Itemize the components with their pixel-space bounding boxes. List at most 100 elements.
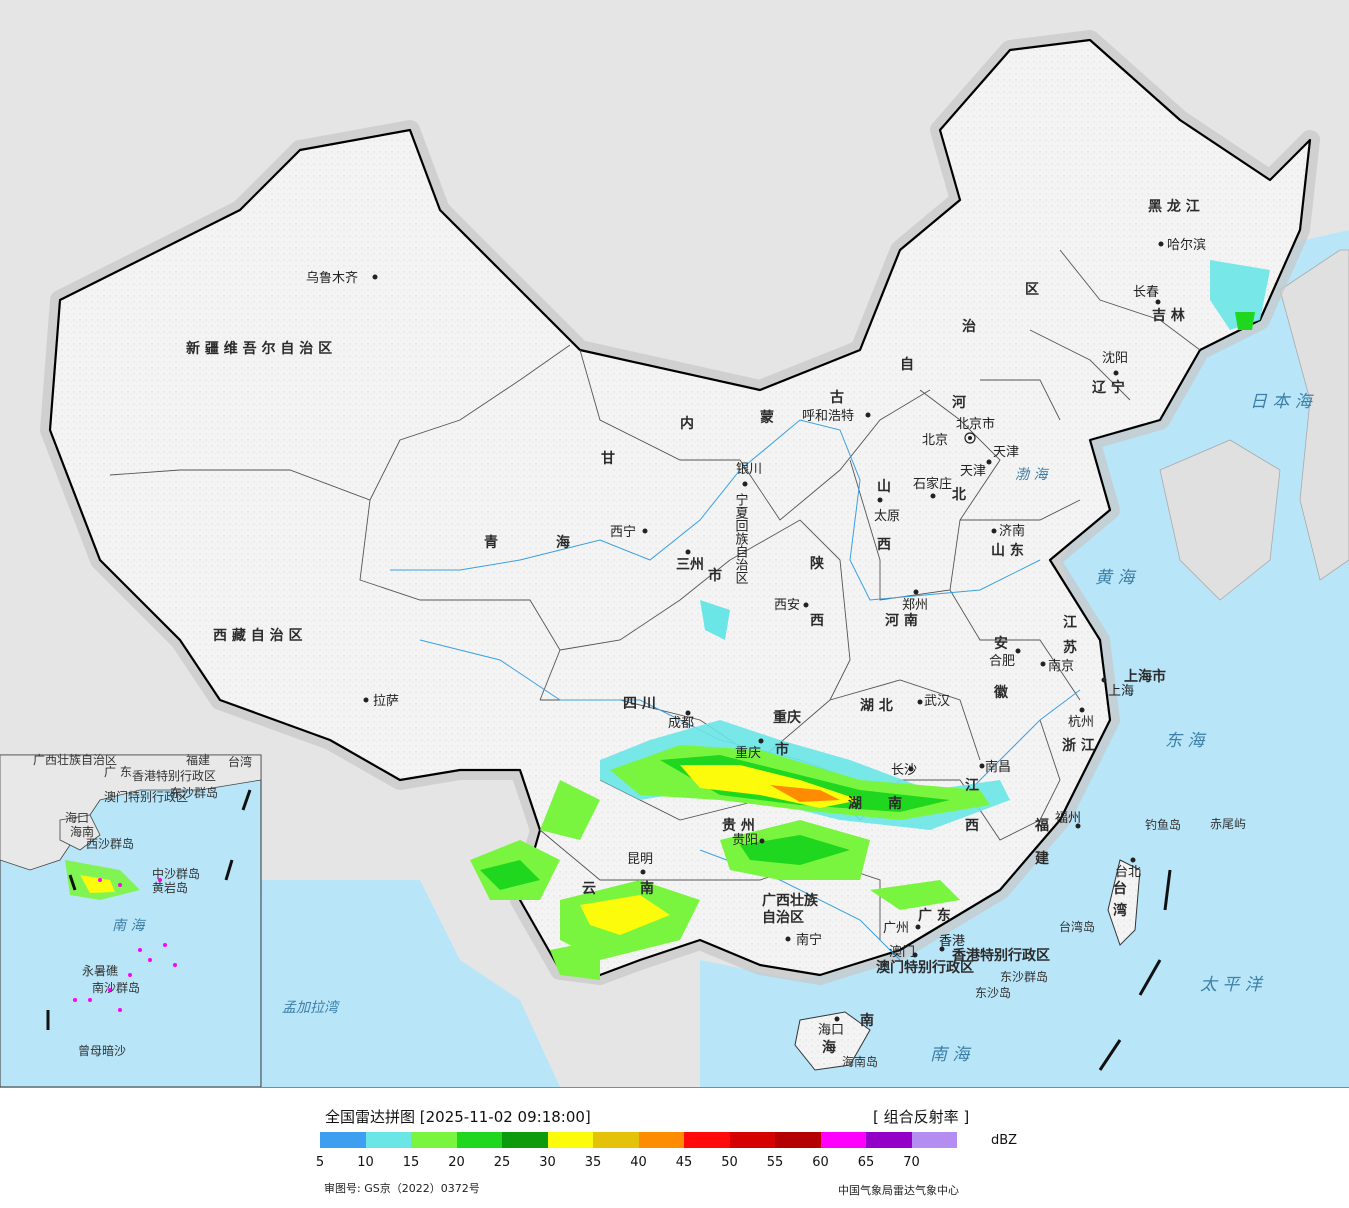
label-shanghai: 上海市 bbox=[1124, 668, 1166, 685]
city-beijing: 北京 bbox=[922, 433, 948, 448]
legend-ticks: 5 10 15 20 25 30 35 40 45 50 55 60 65 70 bbox=[310, 1155, 1010, 1173]
legend-tick-label: 55 bbox=[766, 1155, 784, 1170]
label-hunan-1: 湖 bbox=[848, 796, 862, 812]
label-tianjin-city: 天津 bbox=[993, 445, 1019, 460]
city-markers: 乌鲁木齐 拉萨 西宁 银川 呼和浩特 北京 天津 石家庄 太原 济南 郑州 西安… bbox=[306, 237, 1206, 1038]
legend-swatch bbox=[547, 1132, 593, 1148]
city-shanghai: 上海 bbox=[1108, 684, 1134, 699]
inset-hk: 香港特别行政区 bbox=[132, 768, 216, 783]
label-hebei-1: 河 bbox=[952, 394, 966, 411]
inset-xisha: 西沙群岛 bbox=[86, 836, 134, 851]
legend-color-bar bbox=[320, 1132, 957, 1148]
label-hainan-1: 海 bbox=[822, 1039, 836, 1056]
legend-swatch bbox=[638, 1132, 684, 1148]
label-qinghai-2: 海 bbox=[556, 534, 570, 551]
legend-tick-label: 45 bbox=[675, 1155, 693, 1170]
legend-tick-label: 60 bbox=[812, 1155, 829, 1170]
label-yunnan-2: 南 bbox=[640, 880, 654, 897]
city-yinchuan: 银川 bbox=[736, 462, 762, 477]
approval-number: 审图号: GS京（2022）0372号 bbox=[324, 1182, 480, 1195]
legend-swatch bbox=[456, 1132, 502, 1148]
city-harbin: 哈尔滨 bbox=[1167, 237, 1206, 253]
island-labels: 钓鱼岛 赤尾屿 台湾岛 东沙群岛 东沙岛 海南岛 bbox=[842, 817, 1246, 1069]
city-nanchang: 南昌 bbox=[985, 759, 1011, 775]
city-changchun: 长春 bbox=[1133, 285, 1159, 300]
china-land bbox=[48, 38, 1312, 977]
label-jiangsu-1: 江 bbox=[1063, 614, 1077, 631]
inset-guangxi: 广西壮族自治区 bbox=[33, 753, 117, 767]
maritime-dash-lines bbox=[1098, 869, 1172, 1071]
city-macau: 澳门 bbox=[889, 944, 915, 960]
sea-labels: 日 本 海 渤 海 黄 海 东 海 太 平 洋 南 海 孟加拉湾 bbox=[282, 392, 1315, 1065]
label-heilongjiang: 黑 龙 江 bbox=[1148, 198, 1200, 215]
city-shenyang: 沈阳 bbox=[1102, 351, 1128, 366]
sea-yellow: 黄 海 bbox=[1095, 568, 1137, 588]
city-fuzhou: 福州 bbox=[1055, 811, 1081, 826]
label-taiwan-1: 台 bbox=[1113, 880, 1127, 897]
legend-product: [ 组合反射率 ] bbox=[873, 1108, 970, 1126]
legend-swatch bbox=[729, 1132, 775, 1148]
sea-bohai: 渤 海 bbox=[1015, 467, 1049, 483]
inset-dongsha: 东沙群岛 bbox=[170, 785, 218, 800]
legend-tick-label: 30 bbox=[539, 1155, 556, 1170]
legend-swatch bbox=[866, 1132, 912, 1148]
label-liaoning: 辽 宁 bbox=[1092, 379, 1125, 396]
label-gansu: 甘 bbox=[601, 450, 615, 467]
taiwan-island bbox=[1107, 859, 1141, 946]
label-henan: 河 南 bbox=[885, 612, 918, 629]
sea-south: 南 海 bbox=[930, 1045, 972, 1065]
pacific-ocean bbox=[700, 230, 1349, 1087]
inset-south-sea: 南 海 bbox=[112, 918, 146, 934]
korea-land bbox=[1159, 439, 1281, 601]
legend-tick-label: 50 bbox=[721, 1155, 738, 1170]
label-chongqing-1: 重庆 bbox=[773, 709, 801, 726]
legend-tick-label: 35 bbox=[584, 1155, 602, 1170]
legend-tick-label: 20 bbox=[448, 1155, 465, 1170]
hainan-island bbox=[794, 1011, 871, 1071]
city-zhengzhou: 郑州 bbox=[902, 598, 928, 613]
island-dongsha: 东沙岛 bbox=[975, 985, 1011, 1000]
legend-swatch bbox=[911, 1132, 957, 1148]
data-source: 中国气象局雷达气象中心 bbox=[838, 1184, 959, 1197]
city-wuhan: 武汉 bbox=[924, 694, 950, 709]
label-neimeng-2: 蒙 bbox=[760, 409, 774, 426]
city-nanjing: 南京 bbox=[1048, 658, 1074, 674]
sea-bengal: 孟加拉湾 bbox=[282, 1000, 340, 1016]
legend-tick-label: 65 bbox=[857, 1155, 875, 1170]
legend-tick-label: 10 bbox=[357, 1155, 374, 1170]
legend-swatch bbox=[684, 1132, 730, 1148]
label-yunnan-1: 云 bbox=[582, 881, 596, 897]
label-neimeng-3: 古 bbox=[830, 389, 844, 406]
label-shaanxi-2: 西 bbox=[810, 613, 824, 629]
inset-haikou: 海口 bbox=[65, 810, 89, 825]
legend-tick-label: 25 bbox=[493, 1155, 511, 1170]
label-shandong: 山 东 bbox=[991, 542, 1024, 559]
south-sea-inset: 广西壮族自治区 广 东 福建 台湾 香港特别行政区 澳门特别行政区 东沙群岛 海… bbox=[0, 752, 262, 1087]
label-hainan-2: 南 bbox=[860, 1012, 874, 1029]
label-jilin: 吉 林 bbox=[1152, 307, 1185, 324]
label-hubei: 湖 北 bbox=[860, 698, 893, 714]
city-lhasa: 拉萨 bbox=[373, 694, 399, 709]
inset-hainan: 海南 bbox=[70, 824, 94, 839]
legend-panel: 全国雷达拼图 [2025-11-02 09:18:00] [ 组合反射率 ] d… bbox=[0, 1088, 1349, 1208]
inset-nansha: 南沙群岛 bbox=[92, 980, 140, 995]
label-qinghai-1: 青 bbox=[484, 534, 498, 551]
sea-east: 东 海 bbox=[1165, 731, 1207, 751]
label-xinjiang: 新 疆 维 吾 尔 自 治 区 bbox=[186, 340, 332, 357]
city-kunming: 昆明 bbox=[627, 852, 653, 867]
province-boundaries bbox=[109, 249, 1201, 940]
legend-tick-label: 15 bbox=[402, 1155, 420, 1170]
inset-guangdong: 广 东 bbox=[104, 765, 132, 779]
label-sichuan: 四 川 bbox=[623, 696, 656, 712]
city-nanning: 南宁 bbox=[796, 932, 822, 948]
city-hangzhou: 杭州 bbox=[1068, 715, 1094, 730]
label-hk: 香港特别行政区 bbox=[951, 947, 1050, 964]
bengal-bay bbox=[250, 880, 560, 1087]
label-jiangxi-1: 江 bbox=[965, 777, 979, 794]
inset-macao: 澳门特别行政区 bbox=[104, 789, 188, 804]
city-xining: 西宁 bbox=[610, 524, 636, 540]
sea-japan: 日 本 海 bbox=[1250, 392, 1315, 412]
city-chongqing: 重庆 bbox=[735, 745, 761, 761]
radar-map[interactable]: 新 疆 维 吾 尔 自 治 区 西 藏 自 治 区 青 海 甘 内 蒙 古 自 … bbox=[0, 0, 1349, 1088]
